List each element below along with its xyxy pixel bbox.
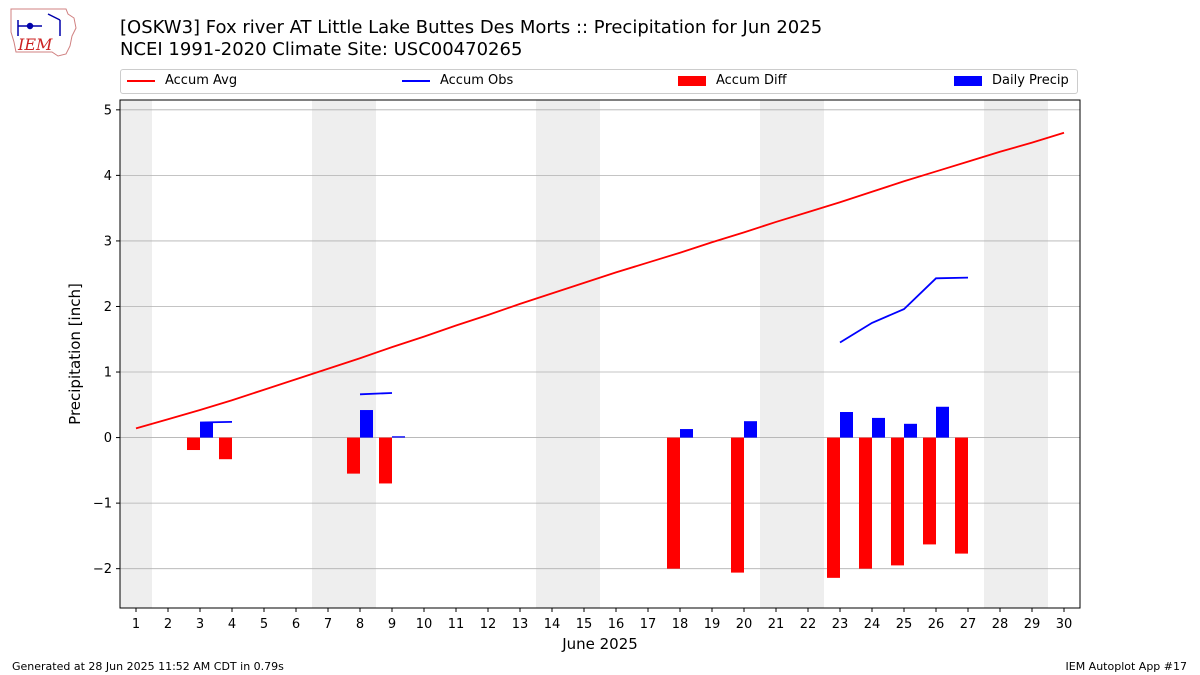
weekend-shade [760, 100, 792, 608]
daily-precip-bar [200, 422, 213, 438]
weekend-shade [792, 100, 824, 608]
y-tick-label: 0 [104, 431, 112, 446]
daily-precip-bar [872, 417, 885, 438]
legend-label: Accum Diff [716, 73, 787, 88]
legend-label: Daily Precip [992, 73, 1069, 88]
legend-item-daily-precip: Daily Precip [954, 73, 1069, 88]
accum-diff-bar [667, 437, 680, 569]
accum-obs-line [839, 276, 969, 344]
x-tick-label: 13 [512, 617, 529, 632]
x-tick-label: 2 [164, 617, 172, 632]
daily-precip-bar [936, 406, 949, 438]
x-tick-label: 29 [1024, 617, 1041, 632]
accum-diff-bar [891, 437, 904, 566]
legend-item-accum-avg: Accum Avg [127, 73, 237, 88]
x-tick-label: 23 [832, 617, 849, 632]
y-axis-label: Precipitation [inch] [66, 283, 84, 425]
y-tick-label: −1 [93, 497, 112, 512]
x-tick-label: 16 [608, 617, 625, 632]
legend-swatch [402, 79, 430, 82]
iem-logo: IEM [10, 8, 77, 57]
chart-title: [OSKW3] Fox river AT Little Lake Buttes … [120, 17, 823, 38]
x-tick-label: 24 [864, 617, 881, 632]
x-tick-label: 12 [480, 617, 497, 632]
daily-precip-bar [744, 421, 757, 438]
accum-diff-bar [347, 437, 360, 474]
x-axis-label: June 2025 [561, 635, 638, 653]
x-tick-label: 1 [132, 617, 140, 632]
x-tick-label: 14 [544, 617, 561, 632]
daily-precip-bar [680, 429, 693, 438]
x-tick-label: 5 [260, 617, 268, 632]
accum-diff-bar [731, 437, 744, 573]
legend: Accum Avg Accum Obs Accum Diff Daily Precip [120, 69, 1078, 94]
x-tick-label: 4 [228, 617, 236, 632]
y-tick-label: 5 [104, 103, 112, 118]
legend-item-accum-obs: Accum Obs [402, 73, 513, 88]
daily-precip-bar [360, 410, 373, 438]
accum-obs-line [359, 392, 393, 396]
x-tick-label: 26 [928, 617, 945, 632]
x-tick-label: 15 [576, 617, 593, 632]
y-tick-label: 3 [104, 234, 112, 249]
accum-diff-bar [923, 437, 936, 545]
x-tick-label: 7 [324, 617, 332, 632]
y-tick-label: 1 [104, 366, 112, 381]
weather-station-icon [17, 13, 61, 36]
accum-diff-bar [827, 437, 840, 578]
accum-avg-line [135, 131, 1065, 430]
accum-diff-bar [955, 437, 968, 554]
plot-frame [119, 99, 1081, 609]
x-tick-label: 30 [1056, 617, 1073, 632]
accum-diff-bar [859, 437, 872, 569]
accum-diff-bar [219, 437, 232, 460]
x-tick-label: 19 [704, 617, 721, 632]
daily-precip-bar [840, 412, 853, 438]
y-tick-label: 2 [104, 300, 112, 315]
weekend-shade [984, 100, 1016, 608]
legend-label: Accum Obs [440, 73, 514, 88]
daily-precip-bar [904, 423, 917, 438]
x-tick-label: 10 [416, 617, 433, 632]
x-tick-label: 17 [640, 617, 657, 632]
accum-diff-bar [379, 437, 392, 484]
weekend-shade [120, 100, 152, 608]
y-tick-label: −2 [93, 562, 112, 577]
x-tick-label: 20 [736, 617, 753, 632]
x-tick-label: 9 [388, 617, 396, 632]
app-credit: IEM Autoplot App #17 [1065, 660, 1188, 673]
x-tick-label: 25 [896, 617, 913, 632]
accum-diff-bar [187, 437, 200, 451]
generated-timestamp: Generated at 28 Jun 2025 11:52 AM CDT in… [12, 660, 284, 673]
legend-item-accum-diff: Accum Diff [678, 73, 787, 88]
weekend-shade [536, 100, 568, 608]
legend-swatch [954, 75, 982, 86]
legend-swatch [127, 79, 155, 82]
y-tick-label: 4 [104, 169, 112, 184]
legend-swatch [678, 75, 706, 86]
x-tick-label: 18 [672, 617, 689, 632]
accum-obs-line [199, 420, 233, 424]
x-tick-label: 27 [960, 617, 977, 632]
x-tick-label: 6 [292, 617, 300, 632]
x-tick-label: 11 [448, 617, 465, 632]
iowa-outline-icon [10, 8, 77, 57]
x-tick-label: 3 [196, 617, 204, 632]
x-tick-label: 28 [992, 617, 1009, 632]
weekend-shade [312, 100, 344, 608]
legend-label: Accum Avg [165, 73, 238, 88]
logo-text: IEM [17, 35, 53, 54]
daily-precip-bar [392, 436, 405, 438]
weekend-shade [1016, 100, 1048, 608]
x-tick-label: 21 [768, 617, 785, 632]
weekend-shade [568, 100, 600, 608]
x-tick-label: 8 [356, 617, 364, 632]
chart-subtitle: NCEI 1991-2020 Climate Site: USC00470265 [120, 39, 523, 60]
x-tick-label: 22 [800, 617, 817, 632]
